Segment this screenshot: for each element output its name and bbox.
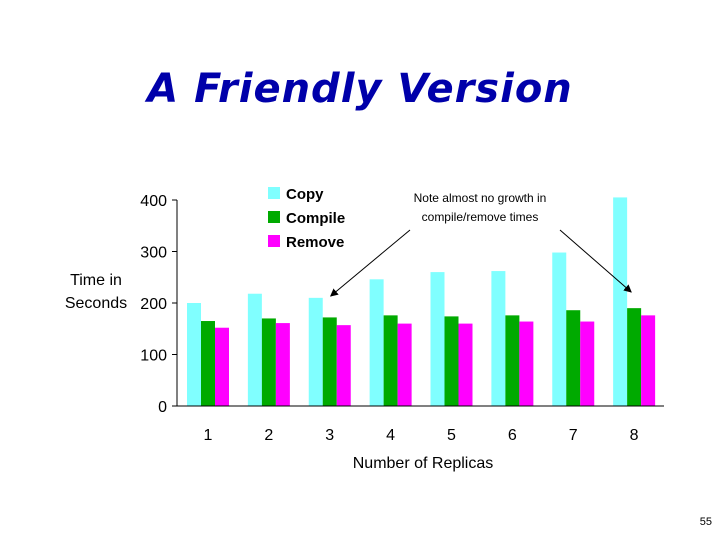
annotation-arrow-right <box>559 229 632 293</box>
y-tick-label: 300 <box>140 245 167 262</box>
y-axis-label-line-2: Seconds <box>65 295 127 312</box>
legend-label-remove: Remove <box>286 234 344 251</box>
bar-remove-5 <box>458 323 473 406</box>
x-axis-label: Number of Replicas <box>353 455 494 472</box>
bars <box>187 197 656 406</box>
bar-compile-8 <box>627 308 642 406</box>
legend-swatch-remove <box>268 235 280 247</box>
x-tick-label: 7 <box>569 427 578 444</box>
annotation-line-2: compile/remove times <box>422 210 539 224</box>
y-tick-label: 400 <box>140 193 167 210</box>
bar-copy-6 <box>491 271 506 406</box>
annotation: Note almost no growth in compile/remove … <box>329 191 632 297</box>
x-tick-label: 4 <box>386 427 395 444</box>
y-axis-label-line-1: Time in <box>70 272 122 289</box>
x-tick-label: 1 <box>204 427 213 444</box>
y-tick-label: 200 <box>140 296 167 313</box>
y-axis: 0 100 200 300 400 <box>140 193 178 416</box>
bar-remove-3 <box>336 325 351 406</box>
x-tick-label: 3 <box>325 427 334 444</box>
bar-remove-2 <box>275 323 290 406</box>
y-tick-label: 100 <box>140 348 167 365</box>
x-tick-label: 8 <box>630 427 639 444</box>
x-tick-label: 5 <box>447 427 456 444</box>
bar-copy-2 <box>247 293 262 406</box>
bar-remove-4 <box>397 323 412 406</box>
x-axis: 1 2 3 4 5 6 7 8 <box>177 405 664 444</box>
bar-copy-8 <box>613 197 628 406</box>
bar-remove-7 <box>580 321 595 406</box>
annotation-line-1: Note almost no growth in <box>414 191 547 205</box>
legend: Copy Compile Remove <box>268 186 345 251</box>
bar-compile-6 <box>505 315 520 406</box>
bar-copy-1 <box>187 303 201 406</box>
x-tick-label: 2 <box>264 427 273 444</box>
legend-swatch-copy <box>268 187 280 199</box>
bar-compile-5 <box>444 316 459 406</box>
bar-copy-3 <box>308 297 323 406</box>
bar-compile-1 <box>201 321 215 406</box>
legend-label-compile: Compile <box>286 210 345 227</box>
bar-copy-5 <box>430 272 445 406</box>
bar-compile-3 <box>322 317 337 406</box>
bar-copy-7 <box>552 252 567 406</box>
y-tick-label: 0 <box>158 399 167 416</box>
bar-remove-1 <box>215 327 229 406</box>
page-number: 55 <box>699 516 712 528</box>
slide-title: A Friendly Version <box>147 66 573 112</box>
annotation-arrow-left <box>329 229 411 297</box>
x-tick-label: 6 <box>508 427 517 444</box>
bar-compile-7 <box>566 310 581 406</box>
legend-swatch-compile <box>268 211 280 223</box>
bar-compile-2 <box>261 318 276 406</box>
bar-copy-4 <box>369 279 384 406</box>
bar-compile-4 <box>383 315 398 406</box>
bar-remove-6 <box>519 321 534 406</box>
bar-remove-8 <box>641 315 656 406</box>
legend-label-copy: Copy <box>286 186 324 203</box>
